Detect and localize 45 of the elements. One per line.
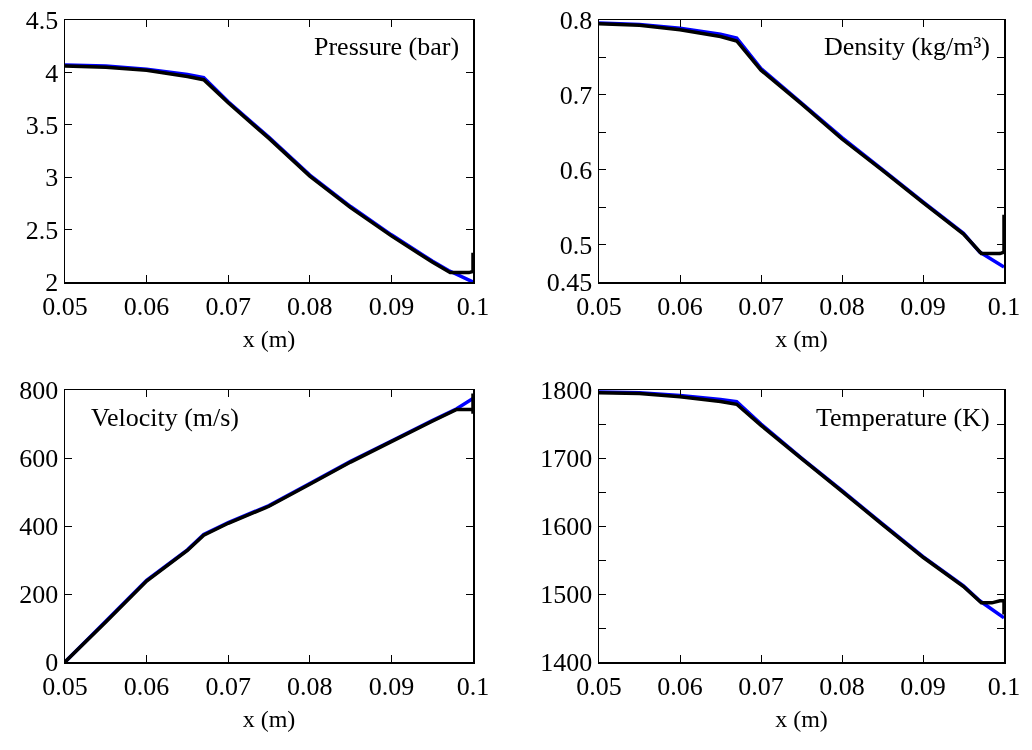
x-axis-title: x (m) — [242, 325, 296, 352]
x-tick-label: 0.08 — [819, 671, 865, 701]
x-tick-label: 0.09 — [900, 671, 946, 701]
x-axis-title: x (m) — [775, 705, 828, 732]
x-tick-label: 0.07 — [205, 671, 251, 701]
x-tick-label: 0.08 — [287, 291, 333, 321]
y-tick-label: 1500 — [540, 580, 593, 610]
x-tick-label: 0.1 — [987, 671, 1021, 701]
y-tick-label: 1700 — [540, 444, 593, 474]
x-tick-label: 0.06 — [657, 671, 703, 701]
x-axis-title: x (m) — [242, 705, 296, 732]
x-tick-label: 0.08 — [287, 671, 333, 701]
text: Temperature (K) — [816, 403, 990, 432]
x-axis-title: x (m) — [775, 325, 828, 352]
y-tick-label: 2.5 — [25, 215, 59, 245]
y-tick-label: 4 — [45, 58, 59, 88]
text: Velocity (m/s) — [91, 403, 240, 432]
y-tick-label: 800 — [19, 376, 59, 406]
y-tick-label: 3 — [45, 163, 59, 193]
y-tick-label: 0.6 — [559, 155, 593, 185]
x-tick-label: 0.07 — [738, 291, 784, 321]
y-tick-label: 200 — [19, 580, 59, 610]
x-tick-label: 0.07 — [205, 291, 251, 321]
x-tick-label: 0.06 — [123, 671, 170, 701]
y-tick-label: 0.8 — [559, 6, 593, 36]
x-tick-label: 0.06 — [123, 291, 170, 321]
x-tick-label: 0.1 — [456, 671, 490, 701]
x-tick-label: 0.08 — [819, 291, 865, 321]
x-tick-label: 0.09 — [900, 291, 946, 321]
y-tick-label: 0.5 — [559, 230, 593, 260]
x-tick-label: 0.1 — [987, 291, 1021, 321]
text: Density (kg/m³) — [824, 32, 990, 61]
y-tick-label: 600 — [19, 444, 59, 474]
x-tick-label: 0.07 — [738, 671, 784, 701]
x-tick-label: 0.06 — [657, 291, 703, 321]
text: Pressure (bar) — [314, 32, 460, 61]
y-tick-label: 1600 — [540, 512, 593, 542]
y-tick-label: 0.7 — [559, 80, 593, 110]
x-tick-label: 0.09 — [368, 671, 415, 701]
x-tick-label: 0.1 — [456, 291, 490, 321]
y-tick-label: 4.5 — [25, 6, 59, 36]
y-tick-label: 400 — [19, 512, 59, 542]
y-tick-label: 3.5 — [25, 110, 59, 140]
x-tick-label: 0.09 — [368, 291, 415, 321]
y-tick-label: 1800 — [540, 376, 593, 406]
